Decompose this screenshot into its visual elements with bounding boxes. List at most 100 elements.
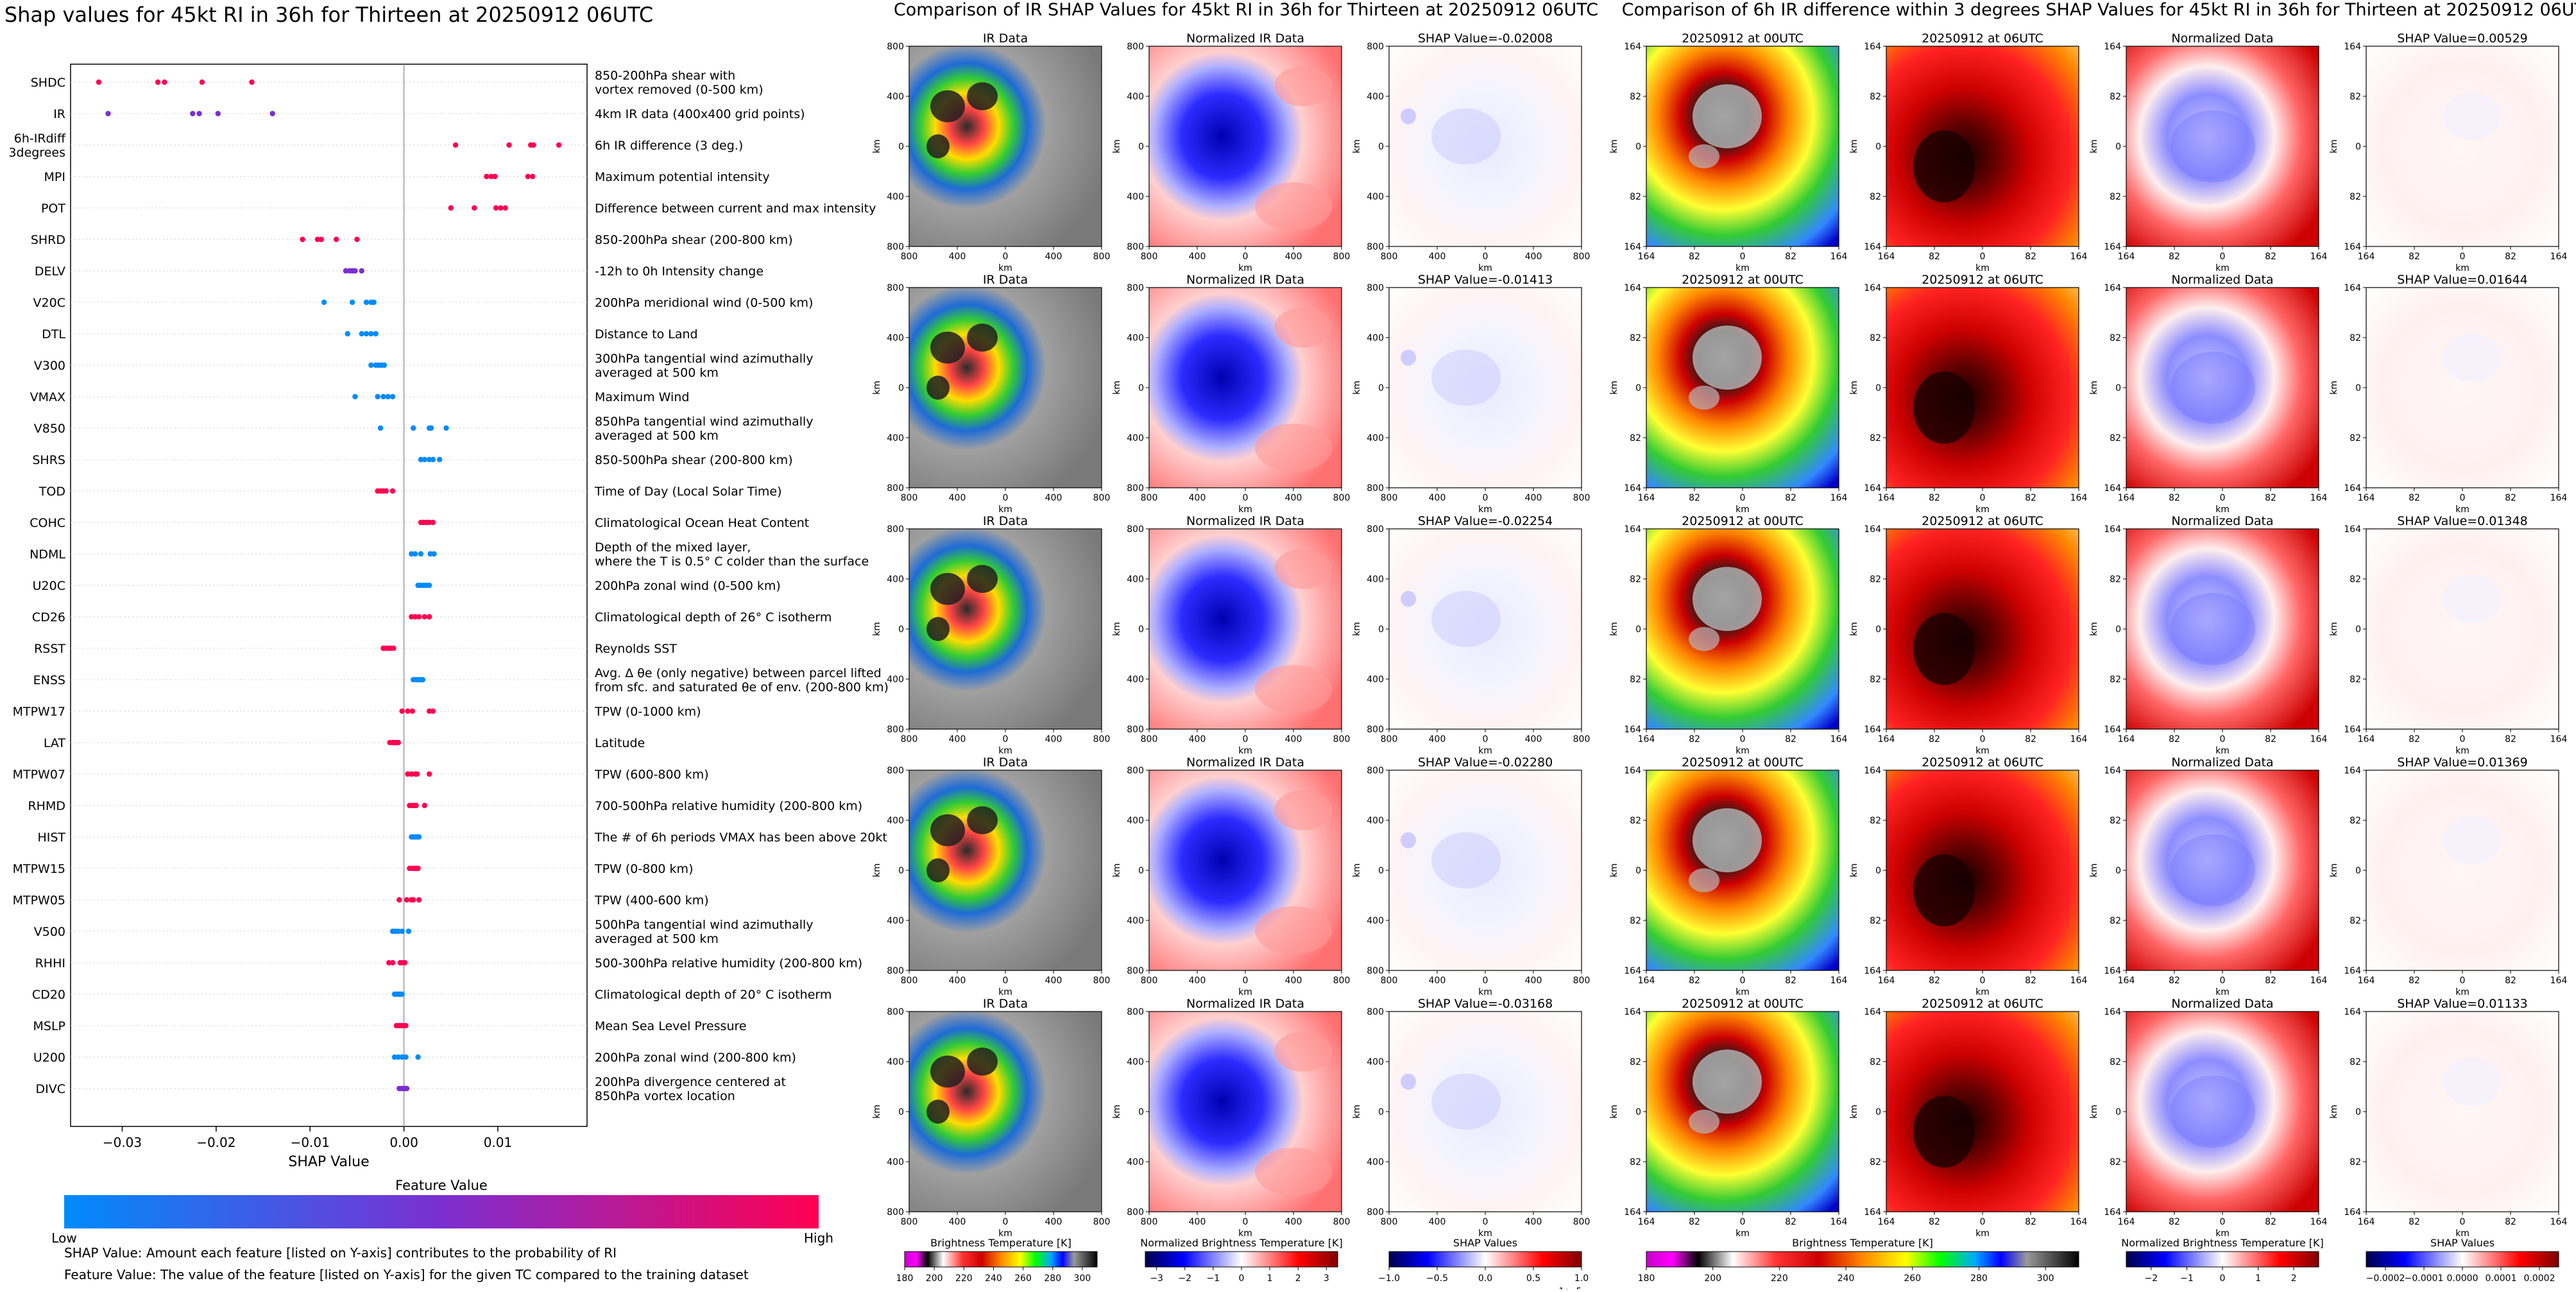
x-tick-label: 82	[1929, 1217, 1940, 1227]
x-tick-label: 164	[1878, 734, 1895, 745]
feature-description: 200hPa meridional wind (0-500 km)	[595, 296, 813, 310]
field-feature	[1693, 567, 1762, 632]
x-tick-label: 82	[1785, 1217, 1796, 1227]
shap-point	[427, 551, 433, 557]
field-feature	[926, 1099, 950, 1124]
y-tick-label: 400	[1127, 1057, 1144, 1067]
x-tick-label: 164	[2070, 1217, 2088, 1227]
feature-row-divc: DIVC 200hPa divergence centered at850hPa …	[36, 1075, 786, 1103]
field-feature	[1431, 349, 1501, 406]
y-axis-label: km	[872, 863, 882, 877]
y-tick-label: 0	[1635, 1107, 1641, 1117]
y-tick-label: 400	[887, 916, 904, 926]
field-feature	[930, 331, 965, 364]
x-axis-label: km	[1478, 1228, 1492, 1239]
y-tick-label: 0	[1378, 624, 1384, 635]
feature-description: 850-200hPa shear (200-800 km)	[595, 233, 793, 247]
x-tick-label: 0	[1243, 976, 1249, 986]
feature-label: COHC	[30, 516, 65, 530]
colorbar-tick-label: −1	[1207, 1273, 1220, 1284]
feature-row-mtpw17: MTPW17 TPW (0-1000 km)	[13, 705, 701, 719]
diff-panel-title: 20250912 at 06UTC	[1922, 273, 2043, 287]
x-tick-label: 800	[1093, 734, 1111, 745]
y-axis-label: km	[1609, 139, 1619, 153]
y-axis-label: km	[2329, 1105, 2339, 1119]
x-tick-label: 0	[2460, 252, 2466, 262]
colorbar-tick-label: 300	[2037, 1273, 2054, 1284]
x-tick-label: 0	[1740, 1217, 1746, 1227]
x-tick-label: 82	[2505, 734, 2516, 745]
y-tick-label: 164	[2104, 966, 2121, 976]
x-axis-label: km	[998, 987, 1012, 997]
x-tick-label: 164	[1638, 1217, 1655, 1227]
y-tick-label: 164	[2104, 483, 2121, 494]
shap-point	[430, 708, 436, 714]
x-tick-label: 0	[2220, 1217, 2226, 1227]
x-tick-label: 82	[2265, 976, 2276, 986]
y-tick-label: 82	[2110, 92, 2121, 102]
feature-description: 200hPa divergence centered at	[595, 1075, 786, 1089]
y-tick-label: 82	[1870, 333, 1881, 343]
x-tick-label: 0	[1980, 976, 1986, 986]
y-tick-label: 164	[2344, 1007, 2361, 1017]
y-tick-label: 800	[887, 1207, 904, 1218]
x-tick-label: 0	[1740, 976, 1746, 986]
x-tick-label: −0.01	[291, 1135, 330, 1150]
y-axis-label: km	[872, 622, 882, 636]
x-tick-label: 800	[1381, 252, 1398, 262]
x-tick-label: 400	[1189, 252, 1206, 262]
feature-label: U200	[33, 1051, 65, 1065]
y-tick-label: 800	[1127, 766, 1144, 776]
x-tick-label: 164	[2310, 1217, 2328, 1227]
x-tick-label: 0	[1243, 493, 1249, 503]
feature-row-cd26: CD26 Climatological depth of 26° C isothe…	[32, 610, 832, 624]
x-axis-label: km	[998, 263, 1012, 273]
y-tick-label: 0	[1635, 866, 1641, 876]
feature-label: MTPW07	[13, 768, 65, 782]
x-tick-label: 800	[1141, 252, 1158, 262]
y-axis-label: km	[1849, 863, 1859, 877]
colorbar-tick-label: 0.0002	[2524, 1273, 2555, 1284]
feature-description: Climatological depth of 20° C isotherm	[595, 988, 832, 1002]
colorbar-tick-label: −0.5	[1426, 1273, 1448, 1284]
x-tick-label: 0	[1740, 493, 1746, 503]
diff-panel-title: 20250912 at 00UTC	[1682, 514, 1804, 528]
colorbar-tick-label: 220	[1771, 1273, 1788, 1284]
y-tick-label: 400	[1367, 1057, 1384, 1067]
x-tick-label: 400	[1189, 976, 1206, 986]
feature-description: where the T is 0.5° C colder than the su…	[595, 555, 869, 569]
x-tick-label: 82	[1689, 1217, 1700, 1227]
feature-description: Climatological depth of 26° C isotherm	[595, 610, 832, 624]
ir-panel-title: Normalized IR Data	[1186, 514, 1304, 528]
y-tick-label: 164	[2344, 42, 2361, 52]
y-tick-label: 164	[2104, 766, 2121, 776]
field-feature	[1401, 1073, 1416, 1090]
field-feature	[2443, 1057, 2501, 1106]
x-tick-label: 400	[949, 252, 966, 262]
x-tick-label: 0	[1483, 493, 1488, 503]
y-tick-label: 82	[2350, 92, 2361, 102]
ir-panel-title: SHAP Value=-0.03168	[1418, 997, 1553, 1011]
y-tick-label: 164	[2344, 483, 2361, 494]
y-tick-label: 400	[1367, 574, 1384, 585]
y-tick-label: 800	[1127, 242, 1144, 252]
x-tick-label: 164	[1638, 493, 1655, 503]
y-tick-label: 164	[1624, 42, 1641, 52]
y-axis-label: km	[1352, 622, 1362, 636]
x-axis-label: km	[2215, 987, 2230, 997]
x-tick-label: 400	[1285, 493, 1302, 503]
colorbar-strip	[1646, 1251, 2079, 1268]
x-tick-label: 164	[2358, 734, 2375, 745]
y-tick-label: 400	[887, 1157, 904, 1167]
y-tick-label: 400	[1367, 816, 1384, 826]
x-tick-label: 400	[949, 734, 966, 745]
y-tick-label: 82	[2110, 1157, 2121, 1167]
x-tick-label: 164	[2310, 976, 2328, 986]
y-axis-label: km	[872, 1105, 882, 1119]
y-tick-label: 82	[2110, 333, 2121, 343]
